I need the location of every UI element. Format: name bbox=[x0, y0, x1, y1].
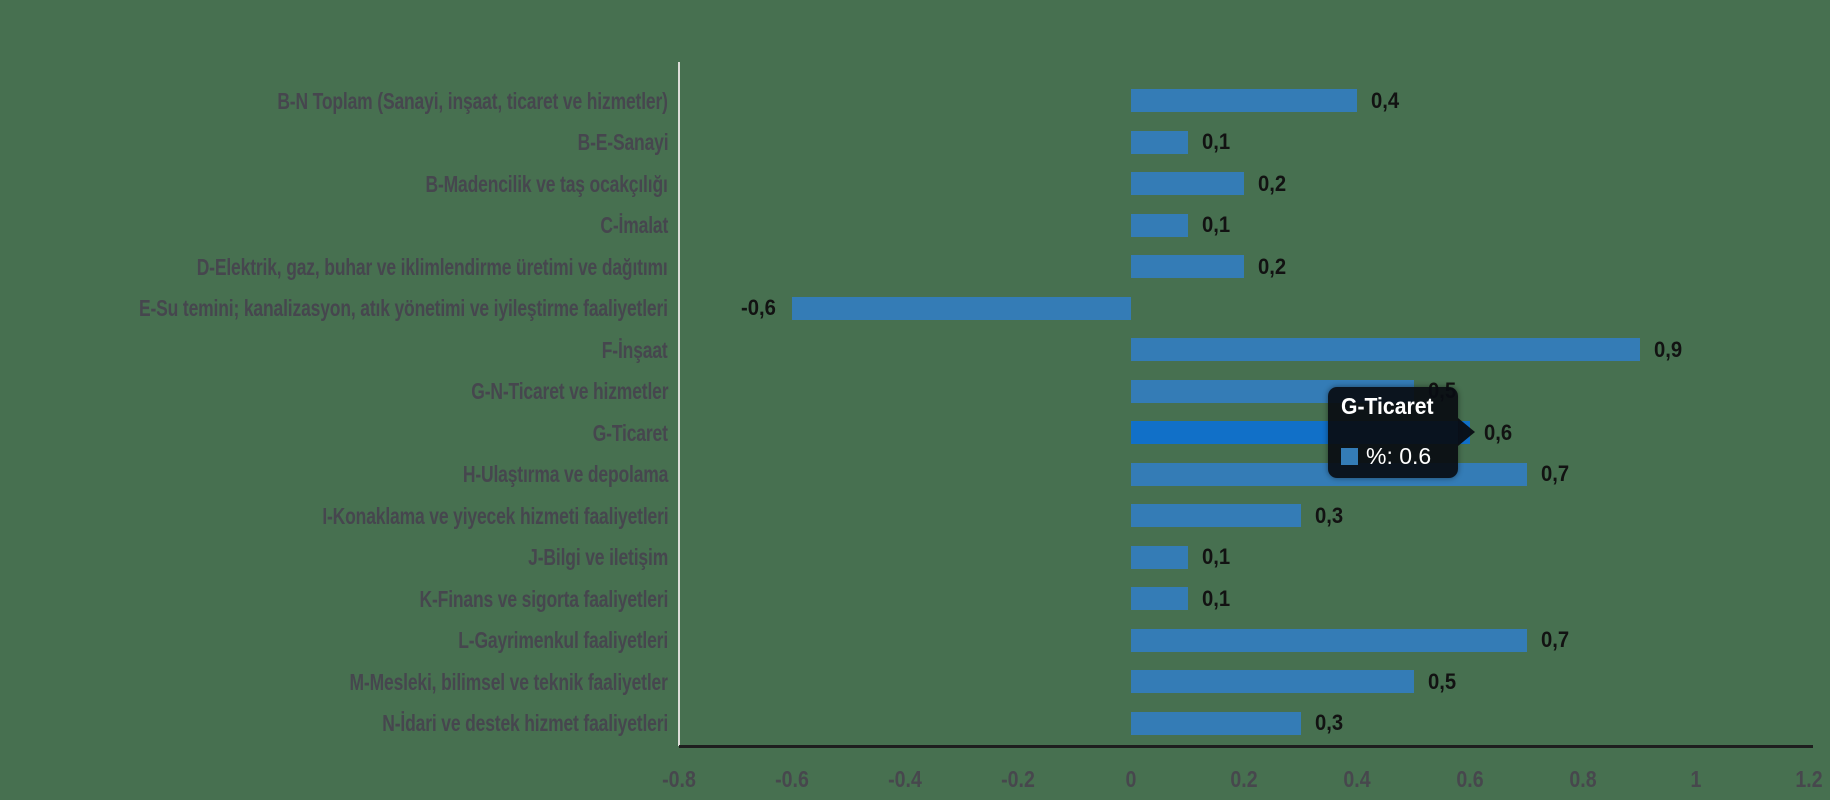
bar[interactable] bbox=[1131, 338, 1640, 361]
bar[interactable] bbox=[792, 296, 1131, 320]
category-label: G-N-Ticaret ve hizmetler bbox=[470, 378, 668, 404]
category-label: M-Mesleki, bilimsel ve teknik faaliyetle… bbox=[349, 668, 668, 695]
data-label: 0,7 bbox=[1540, 461, 1569, 486]
bar[interactable] bbox=[1131, 89, 1357, 112]
y-axis-line bbox=[678, 62, 680, 746]
category-label: B-N Toplam (Sanayi, inşaat, ticaret ve h… bbox=[277, 87, 669, 114]
category-label: L-Gayrimenkul faaliyetleri bbox=[458, 627, 668, 653]
bar[interactable] bbox=[1131, 587, 1188, 610]
data-label: 0,1 bbox=[1201, 129, 1230, 154]
x-tick-label: 0 bbox=[1125, 766, 1137, 792]
x-tick-label: -0.8 bbox=[662, 766, 696, 792]
category-label: N-İdari ve destek hizmet faaliyetleri bbox=[382, 710, 668, 736]
x-tick-label: 0.2 bbox=[1230, 766, 1258, 792]
bar[interactable] bbox=[1131, 628, 1527, 652]
data-label: 0,5 bbox=[1427, 668, 1456, 694]
data-label: 0,2 bbox=[1258, 170, 1287, 196]
bar[interactable] bbox=[1131, 670, 1414, 693]
x-axis-line bbox=[679, 745, 1813, 748]
bar[interactable] bbox=[1131, 172, 1244, 195]
data-label: 0,9 bbox=[1653, 336, 1682, 362]
bar[interactable] bbox=[1131, 213, 1188, 237]
bar[interactable] bbox=[1131, 504, 1301, 527]
data-label: 0,3 bbox=[1314, 710, 1343, 735]
x-tick-label: 0.4 bbox=[1343, 766, 1371, 792]
data-label: 0,1 bbox=[1201, 585, 1230, 611]
category-label: F-İnşaat bbox=[602, 336, 668, 363]
x-tick-label: 1.2 bbox=[1795, 766, 1823, 792]
data-label: 0,4 bbox=[1371, 87, 1400, 113]
x-tick-label: 0.6 bbox=[1456, 766, 1484, 792]
bar[interactable] bbox=[1131, 130, 1188, 154]
tooltip-series-swatch-icon bbox=[1341, 448, 1358, 465]
data-label: 0,1 bbox=[1201, 544, 1230, 569]
category-label: I-Konaklama ve yiyecek hizmeti faaliyetl… bbox=[321, 502, 668, 529]
bar[interactable] bbox=[1131, 545, 1188, 569]
x-tick-label: -0.6 bbox=[775, 766, 809, 792]
x-tick-label: -0.2 bbox=[1001, 766, 1035, 792]
bar[interactable] bbox=[1131, 711, 1301, 735]
data-label: 0,2 bbox=[1258, 253, 1287, 279]
category-label: B-E-Sanayi bbox=[577, 129, 668, 155]
category-label: J-Bilgi ve iletişim bbox=[528, 544, 668, 570]
bar[interactable] bbox=[1131, 255, 1244, 278]
tooltip-title: G-Ticaret bbox=[1341, 393, 1434, 419]
data-label: 0,7 bbox=[1540, 627, 1569, 652]
data-label: 0,1 bbox=[1201, 212, 1230, 237]
category-label: C-İmalat bbox=[600, 212, 668, 238]
x-tick-label: 1 bbox=[1690, 766, 1702, 792]
category-label: G-Ticaret bbox=[592, 419, 668, 446]
tooltip-value: %: 0.6 bbox=[1366, 443, 1432, 469]
category-label: H-Ulaştırma ve depolama bbox=[462, 461, 669, 487]
x-tick-label: 0.8 bbox=[1569, 766, 1597, 792]
data-label: 0,6 bbox=[1484, 419, 1513, 445]
category-label: B-Madencilik ve taş ocakçılığı bbox=[425, 170, 668, 197]
tooltip-arrow-icon bbox=[1458, 418, 1475, 446]
data-label: -0,6 bbox=[741, 295, 776, 320]
category-label: E-Su temini; kanalizasyon, atık yönetimi… bbox=[139, 295, 668, 321]
category-label: K-Finans ve sigorta faaliyetleri bbox=[419, 585, 668, 612]
data-label: 0,3 bbox=[1314, 502, 1343, 528]
tooltip: G-Ticaret %: 0.6 bbox=[1328, 387, 1458, 478]
x-tick-label: -0.4 bbox=[888, 766, 922, 792]
category-label: D-Elektrik, gaz, buhar ve iklimlendirme … bbox=[197, 253, 668, 280]
